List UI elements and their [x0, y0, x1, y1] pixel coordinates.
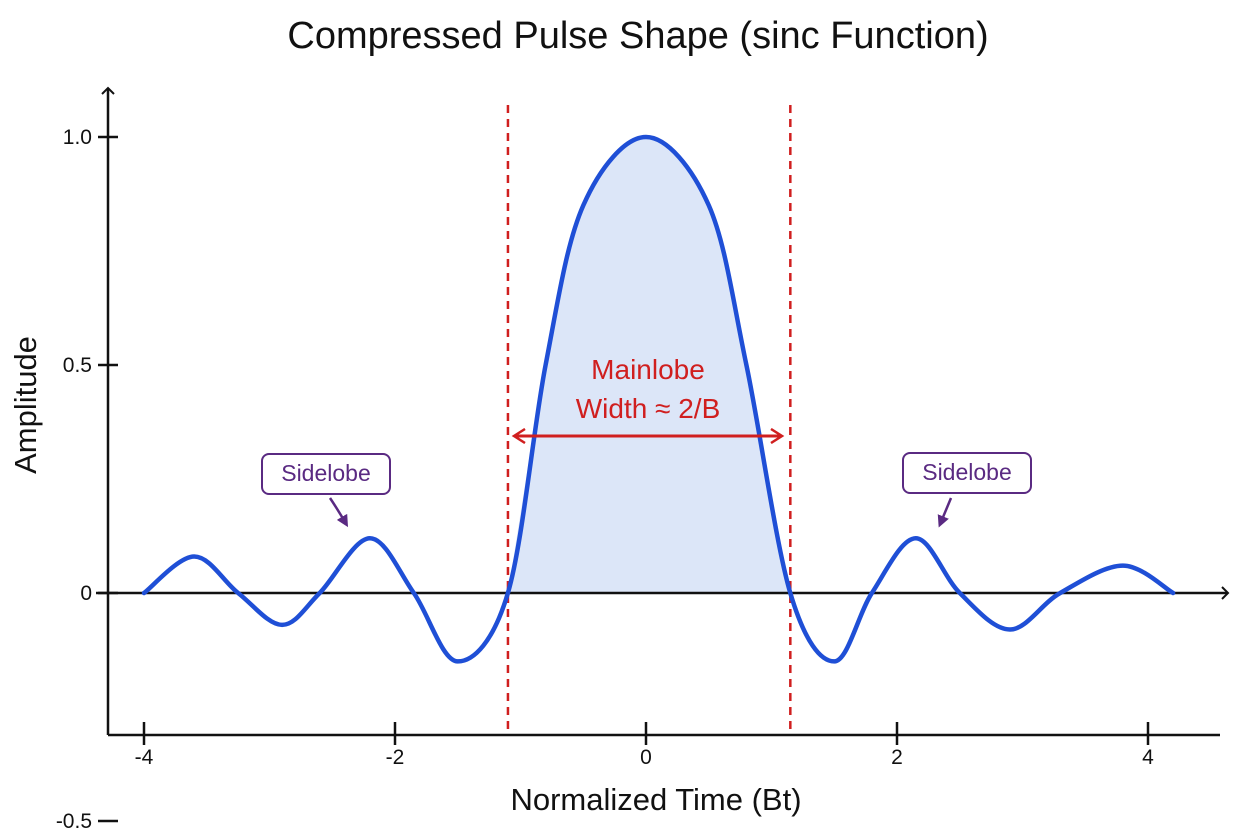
sidelobe-label-right: Sidelobe — [922, 459, 1012, 485]
sidelobe-callout-left: Sidelobe — [261, 453, 391, 528]
mainlobe-label-line1: Mainlobe — [591, 354, 705, 385]
chart-title: Compressed Pulse Shape (sinc Function) — [287, 15, 988, 57]
x-tick-label: 2 — [891, 746, 903, 769]
y-tick-label: -0.5 — [56, 810, 92, 832]
y-tick-label: 0 — [80, 582, 92, 605]
sidelobe-arrow-left — [328, 497, 349, 528]
sidelobe-label-left: Sidelobe — [281, 460, 371, 486]
series-line — [141, 134, 1176, 664]
sidelobe-callout-right: Sidelobe — [902, 452, 1032, 528]
sidelobe-box-right — [902, 452, 1032, 494]
x-axis-label: Normalized Time (Bt) — [510, 782, 801, 817]
sidelobe-arrow-right — [937, 497, 953, 528]
mainlobe-fill — [507, 137, 791, 593]
x-tick-label: -2 — [386, 746, 405, 769]
x-tick-label: 4 — [1142, 746, 1154, 769]
x-tick-label: 0 — [640, 746, 652, 769]
y-ticks: -0.5 0 0.5 1.0 — [56, 126, 118, 832]
x-ticks: -4 -2 0 2 4 — [135, 722, 1154, 769]
y-tick-label: 1.0 — [63, 126, 92, 149]
sidelobe-box-left — [261, 453, 391, 495]
x-tick-label: -4 — [135, 746, 154, 769]
mainlobe-label-line2: Width ≈ 2/B — [576, 393, 721, 424]
y-axis-label: Amplitude — [8, 336, 43, 474]
y-tick-label: 0.5 — [63, 354, 92, 377]
